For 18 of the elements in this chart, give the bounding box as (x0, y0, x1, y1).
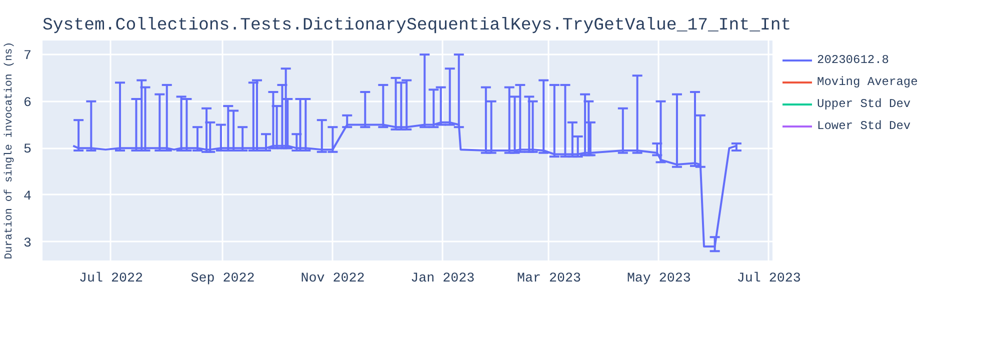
y-tick-label: 4 (24, 189, 32, 204)
legend-label: Upper Std Dev (817, 97, 911, 111)
legend-label: 20230612.8 (817, 53, 890, 67)
x-tick-label: May 2023 (626, 272, 691, 286)
chart-title: System.Collections.Tests.DictionarySequentialKeys.TryGetValue_17_Int_Int (42, 16, 792, 36)
x-tick-label: Nov 2022 (300, 272, 365, 286)
x-tick-label: Jul 2023 (736, 272, 801, 286)
y-tick-label: 3 (24, 236, 32, 252)
y-tick-label: 5 (24, 142, 32, 158)
y-axis-title: Duration of single invocation (ns) (4, 42, 16, 260)
y-tick-label: 6 (24, 96, 32, 111)
x-tick-label: Mar 2023 (517, 272, 581, 286)
y-tick-label: 7 (24, 49, 32, 64)
x-tick-label: Jan 2023 (410, 272, 475, 286)
x-tick-label: Sep 2022 (190, 272, 255, 286)
x-tick-label: Jul 2022 (79, 272, 143, 286)
legend-label: Moving Average (817, 75, 918, 89)
legend-label: Lower Std Dev (817, 119, 911, 133)
